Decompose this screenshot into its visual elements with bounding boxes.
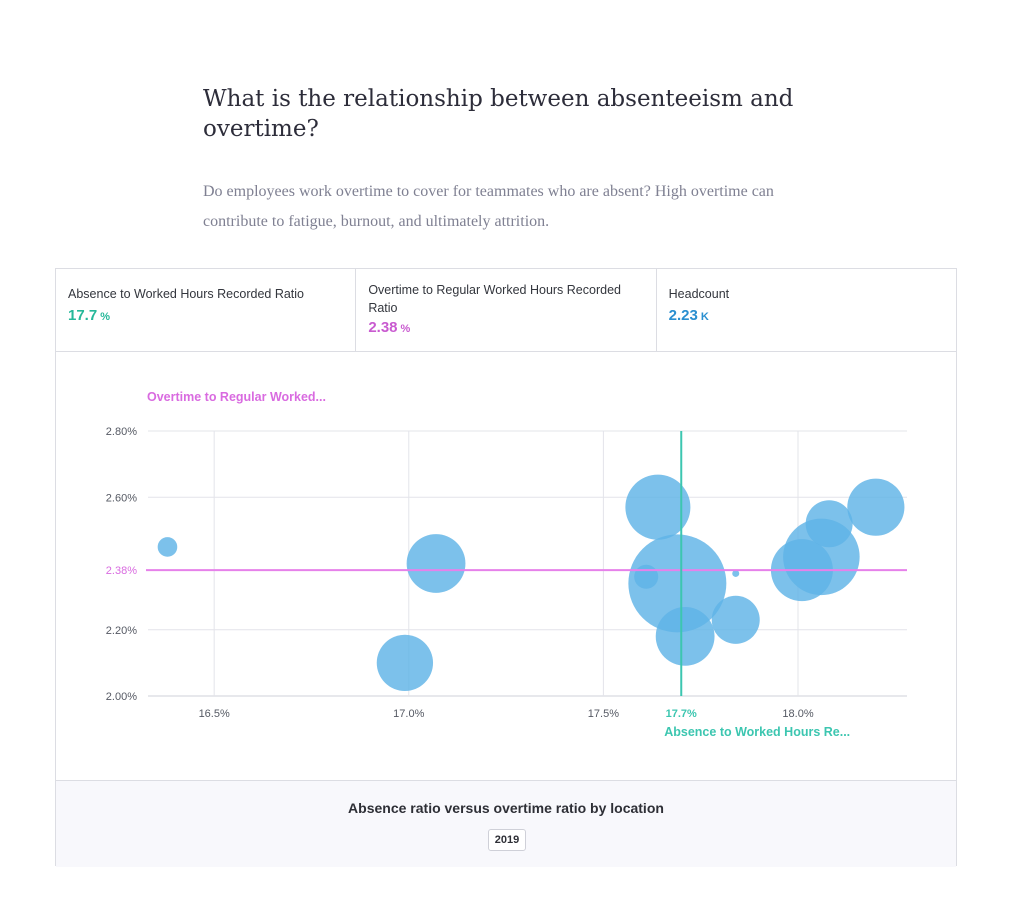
data-bubble xyxy=(847,478,905,536)
dashboard-card: Absence to Worked Hours Recorded Ratio 1… xyxy=(55,268,957,867)
kpi-unit: % xyxy=(100,311,110,323)
data-bubble xyxy=(628,534,727,633)
data-bubble xyxy=(406,534,466,593)
y-tick-label: 2.80% xyxy=(106,426,137,438)
kpi-value-row: 2.23 K xyxy=(669,307,944,324)
kpi-value-row: 2.38% xyxy=(368,319,643,336)
chart-footer: Absence ratio versus overtime ratio by l… xyxy=(56,780,956,867)
data-bubble xyxy=(625,474,691,540)
x-tick-label: 17.0% xyxy=(393,708,424,720)
y-reference-label: 2.38% xyxy=(106,565,137,577)
kpi-value-row: 17.7% xyxy=(68,307,343,324)
kpi-overtime-ratio[interactable]: Overtime to Regular Worked Hours Recorde… xyxy=(356,269,657,351)
y-axis-title: Overtime to Regular Worked... xyxy=(147,390,326,404)
kpi-absence-ratio[interactable]: Absence to Worked Hours Recorded Ratio 1… xyxy=(56,269,357,351)
data-bubble xyxy=(634,564,659,589)
x-tick-label: 16.5% xyxy=(199,708,230,720)
intro-text: Do employees work overtime to cover for … xyxy=(203,183,774,230)
kpi-label: Absence to Worked Hours Recorded Ratio xyxy=(68,287,304,301)
x-axis-title: Absence to Worked Hours Re... xyxy=(664,725,850,739)
y-tick-label: 2.60% xyxy=(106,492,137,504)
kpi-row: Absence to Worked Hours Recorded Ratio 1… xyxy=(56,269,956,352)
y-tick-label: 2.00% xyxy=(106,691,137,703)
chart-caption: Absence ratio versus overtime ratio by l… xyxy=(348,800,664,816)
data-bubble xyxy=(732,569,740,577)
kpi-value: 2.23 xyxy=(668,307,698,324)
year-filter-chip[interactable]: 2019 xyxy=(488,829,526,851)
kpi-value: 17.7 xyxy=(68,307,98,324)
page-title: What is the relationship between absente… xyxy=(203,86,794,142)
data-bubble xyxy=(805,500,853,548)
data-bubble xyxy=(376,634,434,692)
data-bubble xyxy=(655,606,715,666)
kpi-value: 2.38 xyxy=(368,319,398,336)
y-tick-label: 2.20% xyxy=(106,625,137,637)
kpi-headcount[interactable]: Headcount 2.23 K xyxy=(657,269,956,351)
kpi-unit: % xyxy=(400,323,411,335)
data-bubble xyxy=(711,595,760,644)
kpi-label: Headcount xyxy=(668,287,730,301)
kpi-unit: K xyxy=(700,311,709,323)
data-bubble xyxy=(157,537,178,557)
x-tick-label: 17.5% xyxy=(588,708,619,720)
x-tick-label: 18.0% xyxy=(782,708,813,720)
plot-area: 2.00% 2.20% 2.60% 2.80% 16.5% 17.0% 17.5% 18.0%… xyxy=(56,351,956,781)
x-reference-label: 17.7% xyxy=(666,708,697,720)
bubble-chart: 2.00% 2.20% 2.60% 2.80% 16.5% 17.0% 17.5% 18.0%… xyxy=(106,390,907,739)
kpi-label: Overtime to Regular Worked Hours Recorde… xyxy=(368,283,621,315)
